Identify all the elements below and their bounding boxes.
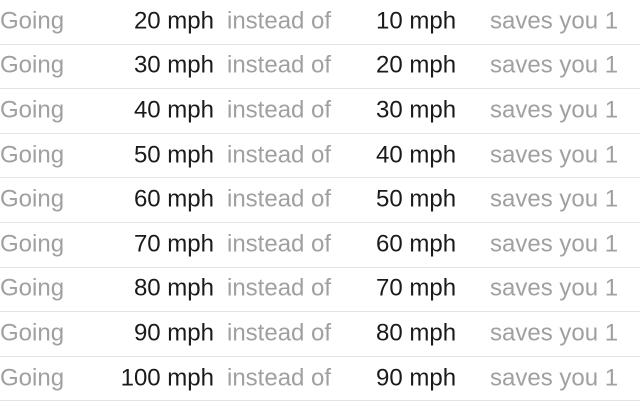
going-label: Going: [0, 141, 65, 169]
faster-speed: 60 mph: [133, 185, 214, 213]
instead-of-label: instead of: [227, 141, 332, 169]
instead-of-label: instead of: [227, 274, 332, 302]
saves-you-label: saves you 1: [490, 230, 619, 258]
slower-speed: 90 mph: [376, 364, 457, 392]
saves-you-label: saves you 1: [490, 274, 619, 302]
saves-you-label: saves you 1: [490, 51, 619, 79]
faster-speed: 80 mph: [133, 274, 214, 302]
faster-speed: 30 mph: [133, 51, 214, 79]
going-label: Going: [0, 96, 65, 124]
slower-speed: 10 mph: [376, 7, 457, 35]
list-item: Going 20 mph instead of 10 mph saves you 1: [0, 0, 640, 45]
saves-you-label: saves you 1: [490, 185, 619, 213]
instead-of-label: instead of: [227, 96, 332, 124]
saves-you-label: saves you 1: [490, 96, 619, 124]
instead-of-label: instead of: [227, 7, 332, 35]
faster-speed: 70 mph: [133, 230, 214, 258]
going-label: Going: [0, 7, 65, 35]
instead-of-label: instead of: [227, 319, 332, 347]
list-item: Going 90 mph instead of 80 mph saves you 1: [0, 312, 640, 357]
instead-of-label: instead of: [227, 51, 332, 79]
saves-you-label: saves you 1: [490, 7, 619, 35]
list-item: Going 40 mph instead of 30 mph saves you 1: [0, 89, 640, 134]
slower-speed: 50 mph: [376, 185, 457, 213]
going-label: Going: [0, 185, 65, 213]
slower-speed: 20 mph: [376, 51, 457, 79]
instead-of-label: instead of: [227, 185, 332, 213]
going-label: Going: [0, 274, 65, 302]
instead-of-label: instead of: [227, 230, 332, 258]
list-item: Going 80 mph instead of 70 mph saves you 1: [0, 268, 640, 313]
list-item: Going 100 mph instead of 90 mph saves you 1: [0, 357, 640, 401]
slower-speed: 80 mph: [376, 319, 457, 347]
list-item: Going 30 mph instead of 20 mph saves you 1: [0, 45, 640, 90]
faster-speed: 90 mph: [133, 319, 214, 347]
going-label: Going: [0, 51, 65, 79]
slower-speed: 60 mph: [376, 230, 457, 258]
slower-speed: 70 mph: [376, 274, 457, 302]
list-item: Going 70 mph instead of 60 mph saves you 1: [0, 223, 640, 268]
list-item: Going 60 mph instead of 50 mph saves you 1: [0, 178, 640, 223]
slower-speed: 30 mph: [376, 96, 457, 124]
instead-of-label: instead of: [227, 364, 332, 392]
faster-speed: 50 mph: [133, 141, 214, 169]
faster-speed: 100 mph: [120, 364, 214, 392]
saves-you-label: saves you 1: [490, 364, 619, 392]
going-label: Going: [0, 319, 65, 347]
faster-speed: 40 mph: [133, 96, 214, 124]
saves-you-label: saves you 1: [490, 319, 619, 347]
saves-you-label: saves you 1: [490, 141, 619, 169]
list-item: Going 50 mph instead of 40 mph saves you 1: [0, 134, 640, 179]
going-label: Going: [0, 230, 65, 258]
slower-speed: 40 mph: [376, 141, 457, 169]
faster-speed: 20 mph: [133, 7, 214, 35]
going-label: Going: [0, 364, 65, 392]
